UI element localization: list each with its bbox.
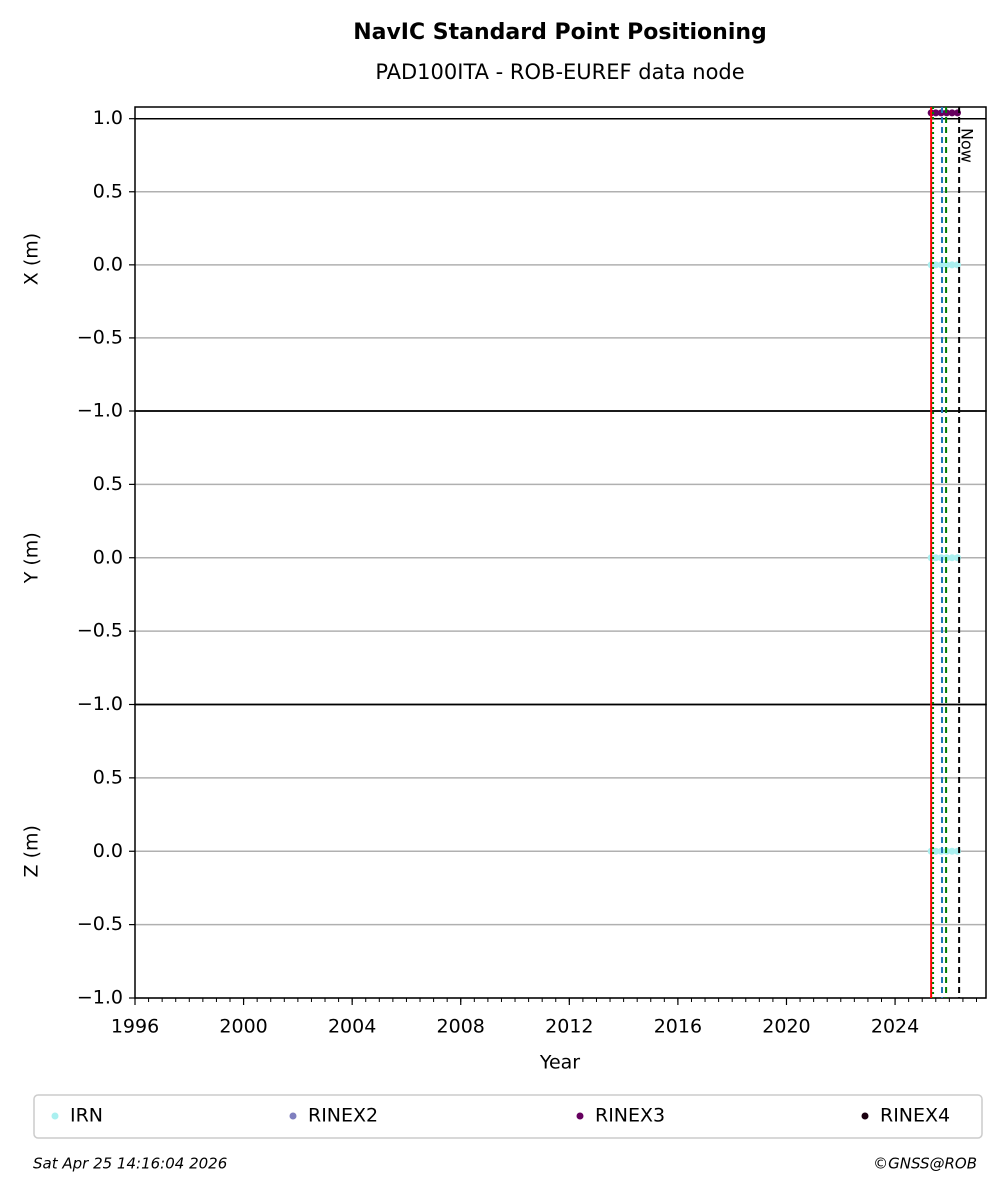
y-tick-label: 0.0 bbox=[93, 253, 123, 275]
x-tick-label: 2008 bbox=[437, 1016, 485, 1038]
data-point bbox=[948, 847, 956, 855]
x-tick-label: 2016 bbox=[654, 1016, 702, 1038]
y-axis-label: Y (m) bbox=[21, 532, 43, 584]
data-point bbox=[953, 261, 961, 269]
legend-marker bbox=[289, 1112, 297, 1120]
y-axis-label: Z (m) bbox=[21, 825, 43, 877]
x-tick-label: 2004 bbox=[328, 1016, 376, 1038]
footer-credit: ©GNSS@ROB bbox=[873, 1155, 977, 1173]
x-tick-label: 2020 bbox=[762, 1016, 810, 1038]
legend-marker bbox=[861, 1112, 869, 1120]
footer-date: Sat Apr 25 14:16:04 2026 bbox=[33, 1155, 227, 1173]
x-axis-label: Year bbox=[539, 1052, 580, 1074]
chart-subtitle: PAD100ITA - ROB-EUREF data node bbox=[375, 60, 744, 84]
data-point bbox=[932, 109, 940, 117]
annotation: Now bbox=[958, 128, 977, 163]
y-tick-label: −1.0 bbox=[77, 400, 123, 422]
legend-label: RINEX3 bbox=[595, 1105, 665, 1127]
y-tick-label: 1.0 bbox=[93, 107, 123, 129]
y-tick-label: −0.5 bbox=[77, 913, 123, 935]
y-tick-label: 0.5 bbox=[93, 180, 123, 202]
data-point bbox=[948, 109, 956, 117]
y-tick-label: −1.0 bbox=[77, 987, 123, 1009]
y-tick-label: 0.5 bbox=[93, 473, 123, 495]
y-tick-label: 0.0 bbox=[93, 546, 123, 568]
data-point bbox=[937, 261, 945, 269]
y-tick-label: 0.0 bbox=[93, 840, 123, 862]
legend-label: RINEX2 bbox=[308, 1105, 378, 1127]
panel-frame bbox=[134, 106, 987, 412]
data-point bbox=[932, 554, 940, 562]
legend-marker bbox=[51, 1112, 59, 1120]
data-point bbox=[948, 261, 956, 269]
y-tick-label: −0.5 bbox=[77, 326, 123, 348]
y-tick-label: 0.5 bbox=[93, 766, 123, 788]
x-tick-label: 1996 bbox=[111, 1016, 159, 1038]
data-point bbox=[948, 554, 956, 562]
x-tick-label: 2012 bbox=[545, 1016, 593, 1038]
y-axis-label: X (m) bbox=[21, 233, 43, 285]
x-tick-label: 2024 bbox=[871, 1016, 919, 1038]
panel-frame bbox=[134, 703, 987, 999]
y-tick-label: −0.5 bbox=[77, 620, 123, 642]
legend-marker bbox=[576, 1112, 584, 1120]
chart-title: NavIC Standard Point Positioning bbox=[353, 20, 767, 45]
y-tick-label: −1.0 bbox=[77, 693, 123, 715]
legend-label: IRN bbox=[70, 1105, 103, 1127]
legend-label: RINEX4 bbox=[880, 1105, 950, 1127]
x-tick-label: 2000 bbox=[219, 1016, 267, 1038]
legend-box bbox=[33, 1094, 983, 1139]
data-point bbox=[943, 261, 951, 269]
